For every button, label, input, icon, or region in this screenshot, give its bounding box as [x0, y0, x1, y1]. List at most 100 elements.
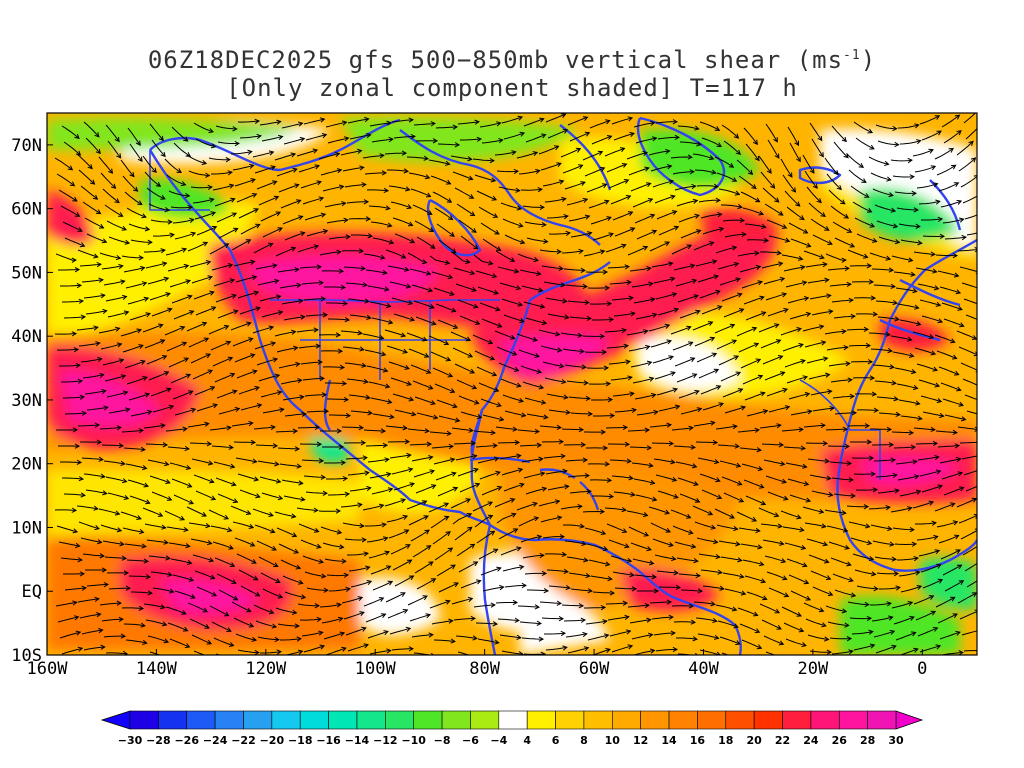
streamline-arrow	[121, 478, 128, 484]
streamline	[744, 392, 765, 401]
streamline-arrow	[806, 242, 812, 248]
streamline-arrow	[578, 248, 584, 254]
streamline-arrow	[562, 298, 568, 304]
streamline-arrow	[783, 307, 789, 313]
streamline-arrow	[425, 192, 432, 198]
streamline	[60, 461, 82, 463]
streamline	[252, 326, 274, 334]
streamline-arrow	[558, 265, 564, 271]
streamline-arrow	[691, 183, 697, 190]
streamline	[649, 241, 670, 252]
streamline-arrow	[402, 609, 409, 614]
streamline-arrow	[844, 443, 851, 450]
streamline	[918, 200, 940, 205]
streamline	[962, 546, 977, 556]
streamline	[327, 137, 349, 144]
streamline-arrow	[184, 643, 191, 648]
streamline-arrow	[844, 622, 850, 628]
streamline	[369, 122, 391, 127]
streamline	[429, 255, 450, 264]
streamline-arrow	[648, 632, 654, 638]
streamline-arrow	[696, 141, 702, 147]
streamline-arrow	[320, 212, 327, 218]
streamline	[826, 525, 848, 532]
streamline	[279, 284, 301, 289]
streamline-arrow	[825, 575, 832, 581]
streamline	[827, 267, 849, 271]
streamline	[957, 248, 977, 252]
streamline-arrow	[912, 288, 918, 294]
streamline	[194, 386, 215, 396]
streamline-arrow	[341, 120, 348, 126]
streamline	[171, 478, 192, 488]
streamline-arrow	[98, 277, 104, 283]
streamline	[407, 252, 427, 264]
streamline	[476, 530, 495, 544]
streamline	[922, 579, 943, 589]
streamline-arrow	[364, 116, 370, 123]
streamline-arrow	[275, 478, 282, 484]
streamline	[698, 199, 720, 203]
streamline	[670, 156, 692, 159]
streamline	[349, 487, 371, 492]
streamline	[123, 623, 145, 627]
streamline-arrow	[272, 443, 279, 449]
streamline-arrow	[649, 479, 656, 485]
streamline	[130, 239, 152, 243]
streamline	[281, 300, 303, 305]
colorbar-label: 4	[523, 734, 531, 747]
streamline	[416, 236, 435, 249]
streamline-arrow	[693, 481, 699, 486]
streamline-arrow	[846, 636, 853, 642]
streamline	[174, 408, 196, 416]
streamline-arrow	[981, 483, 986, 487]
streamline-arrow	[872, 237, 878, 243]
colorbar-label: −4	[490, 734, 507, 747]
streamline-arrow	[409, 482, 415, 488]
streamline	[346, 378, 368, 383]
streamline-arrow	[366, 314, 372, 320]
streamline	[56, 173, 75, 187]
streamline	[614, 587, 637, 590]
streamline	[833, 493, 855, 497]
streamline-arrow	[513, 168, 520, 175]
streamline	[941, 302, 963, 311]
streamline-arrow	[163, 539, 169, 545]
streamline	[609, 459, 631, 462]
streamline-arrow	[780, 461, 786, 467]
streamline-arrow	[358, 248, 365, 254]
streamline-arrow	[554, 331, 561, 337]
streamline	[123, 267, 145, 273]
streamline	[584, 527, 606, 535]
streamline-arrow	[766, 168, 772, 174]
streamline	[716, 172, 737, 182]
streamline-arrow	[96, 612, 102, 618]
streamline	[146, 539, 168, 544]
streamline-arrow	[158, 135, 164, 142]
streamline	[586, 543, 608, 551]
streamline	[654, 195, 675, 204]
streamline	[608, 179, 629, 189]
streamline	[413, 470, 435, 478]
streamline-arrow	[496, 246, 502, 251]
streamline	[789, 494, 811, 502]
streamline	[744, 656, 764, 663]
streamline-arrow	[952, 429, 958, 436]
streamline	[474, 350, 495, 360]
streamline-arrow	[318, 558, 325, 564]
streamline-arrow	[867, 128, 874, 134]
streamline	[651, 442, 674, 445]
streamline-arrow	[863, 253, 869, 259]
streamline-arrow	[539, 552, 545, 559]
streamline-arrow	[959, 217, 965, 223]
streamline	[252, 508, 274, 517]
streamline	[742, 559, 764, 566]
streamline	[215, 294, 237, 303]
streamline-arrow	[125, 407, 131, 413]
streamline	[428, 159, 450, 165]
streamline-arrow	[140, 446, 146, 452]
streamline-arrow	[868, 556, 875, 562]
streamline-arrow	[757, 544, 763, 550]
streamline-arrow	[686, 244, 693, 250]
